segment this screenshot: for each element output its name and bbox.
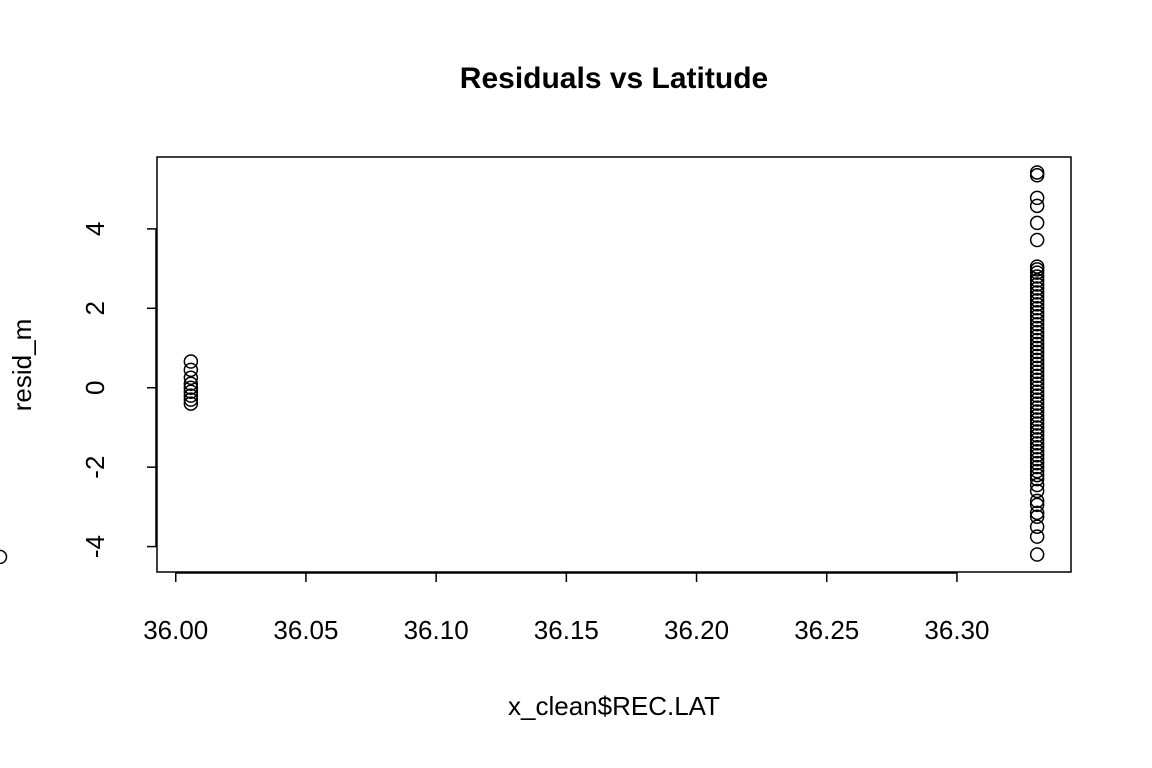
y-tick-label: 0: [80, 380, 110, 394]
x-tick-label: 36.15: [534, 615, 599, 645]
x-tick-label: 36.05: [273, 615, 338, 645]
point: [183, 376, 199, 392]
point: [183, 392, 199, 407]
point: [1029, 416, 1045, 431]
x-tick-label: 36.30: [924, 615, 989, 645]
point: [1029, 471, 1045, 487]
y-axis-label: resid_m: [7, 319, 37, 411]
point: [1029, 324, 1045, 340]
y-tick-label: -2: [80, 456, 110, 479]
point: [1029, 467, 1045, 483]
point: [1029, 215, 1045, 231]
point: [1029, 509, 1045, 525]
point: [1029, 364, 1045, 380]
point: [1029, 380, 1045, 395]
x-axis-label: x_clean$REC.LAT: [508, 691, 720, 721]
x-tick-label: 36.25: [794, 615, 859, 645]
point: [1029, 420, 1045, 435]
point: [1029, 289, 1045, 304]
point: [1029, 463, 1045, 479]
point: [1029, 497, 1045, 513]
point: [1029, 285, 1045, 300]
point: [1029, 232, 1045, 248]
point: [1029, 372, 1045, 388]
point: [1029, 384, 1045, 399]
point: [1029, 344, 1045, 360]
point: [0, 549, 8, 565]
point: [1029, 483, 1045, 499]
point: [1029, 332, 1045, 348]
point: [183, 362, 199, 378]
point: [1029, 340, 1045, 356]
point: [1029, 404, 1045, 419]
point: [183, 370, 199, 386]
point: [1029, 493, 1045, 509]
y-tick-label: 4: [80, 222, 110, 236]
point: [1029, 368, 1045, 384]
point: [183, 384, 199, 399]
point: [1029, 320, 1045, 336]
point: [1029, 293, 1045, 308]
point: [1029, 165, 1045, 180]
point: [1029, 388, 1045, 403]
point: [1029, 459, 1045, 475]
point: [1029, 400, 1045, 415]
point: [1029, 412, 1045, 427]
point: [183, 396, 199, 411]
y-tick-label: -4: [80, 535, 110, 558]
point: [1029, 451, 1045, 467]
point: [1029, 190, 1045, 206]
point: [1029, 316, 1045, 332]
point: [1029, 392, 1045, 407]
point: [1029, 432, 1045, 447]
point: [1029, 312, 1045, 328]
point: [1029, 455, 1045, 471]
point: [1029, 328, 1045, 344]
point: [1029, 360, 1045, 376]
point: [1029, 447, 1045, 463]
y-tick-label: 2: [80, 301, 110, 315]
point: [1029, 352, 1045, 368]
point: [1029, 281, 1045, 296]
point: [1029, 529, 1045, 544]
point: [183, 388, 199, 403]
point: [1029, 348, 1045, 364]
point: [1029, 198, 1045, 214]
point: [1029, 301, 1045, 316]
point: [1029, 396, 1045, 411]
point: [1029, 444, 1045, 459]
point: [1029, 269, 1045, 284]
point: [183, 380, 199, 395]
point: [1029, 519, 1045, 534]
point: [1029, 168, 1045, 183]
x-tick-label: 36.00: [143, 615, 208, 645]
point: [1029, 308, 1045, 324]
x-tick-label: 36.10: [404, 615, 469, 645]
point: [1029, 424, 1045, 439]
point: [1029, 436, 1045, 451]
point: [1029, 336, 1045, 352]
point: [1029, 408, 1045, 423]
point: [1029, 297, 1045, 312]
x-tick-label: 36.20: [664, 615, 729, 645]
point: [1029, 273, 1045, 288]
point: [1029, 277, 1045, 292]
chart-title: Residuals vs Latitude: [460, 62, 768, 95]
point: [1029, 265, 1045, 280]
point: [183, 354, 199, 369]
point: [1029, 428, 1045, 443]
point: [1029, 505, 1045, 521]
point: [1029, 376, 1045, 392]
point: [1029, 547, 1045, 562]
point: [1029, 305, 1045, 320]
point: [1029, 477, 1045, 493]
point: [1029, 356, 1045, 372]
plot-frame: [156, 156, 1072, 573]
point: [1029, 440, 1045, 455]
